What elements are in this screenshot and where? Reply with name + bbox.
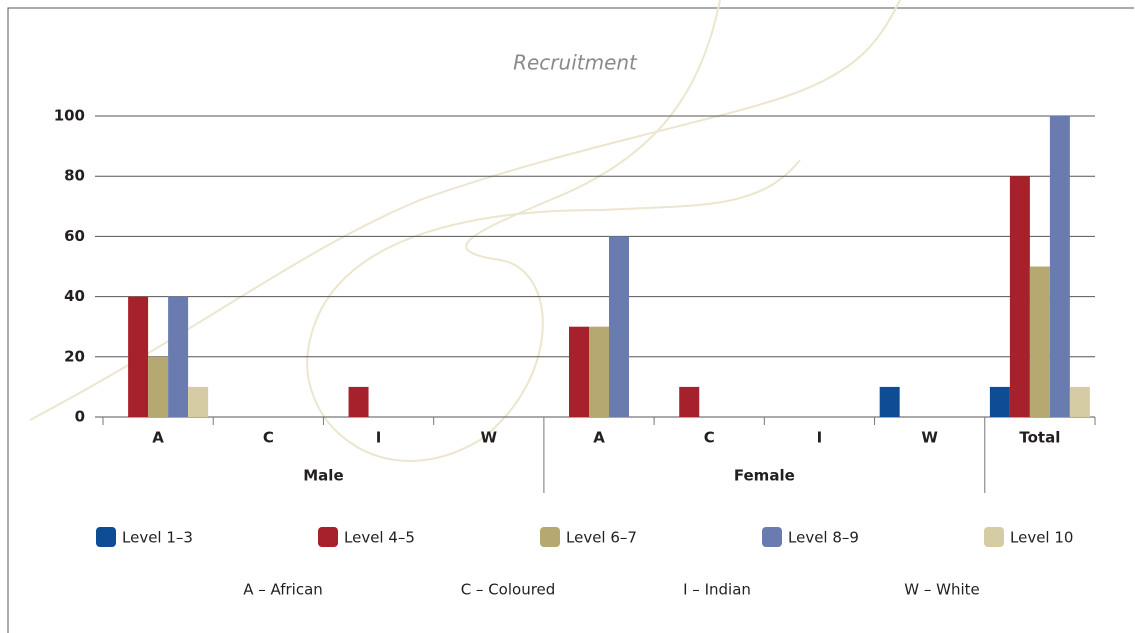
bar	[148, 356, 169, 417]
legend-swatch	[540, 527, 560, 547]
y-tick-label: 0	[75, 408, 85, 426]
decor-curve	[29, 0, 901, 421]
y-tick-label: 20	[64, 347, 85, 365]
x-tick-label: I	[817, 429, 823, 447]
bar	[1029, 266, 1050, 417]
bar	[1049, 116, 1070, 417]
y-tick-label: 100	[54, 107, 85, 125]
frame	[7, 7, 1134, 633]
x-tick-label: Total	[1019, 429, 1060, 447]
note: A – African	[243, 581, 323, 599]
bar	[679, 386, 700, 417]
bar	[1069, 386, 1090, 417]
legend-label: Level 6–7	[566, 529, 637, 547]
bar	[989, 386, 1010, 417]
x-tick-label: C	[263, 429, 274, 447]
legend-swatch	[762, 527, 782, 547]
group-label: Female	[734, 467, 795, 485]
bar	[128, 296, 149, 417]
bar	[609, 236, 629, 417]
note: C – Coloured	[461, 581, 556, 599]
bar	[589, 326, 609, 417]
y-tick-label: 80	[64, 167, 85, 185]
x-tick-label: I	[376, 429, 382, 447]
x-tick-label: W	[481, 429, 498, 447]
decor-curve	[306, 0, 801, 462]
bar	[1009, 176, 1030, 417]
note: I – Indian	[683, 581, 751, 599]
legend-label: Level 1–3	[122, 529, 193, 547]
x-tick-label: C	[704, 429, 715, 447]
y-tick-label: 60	[64, 227, 85, 245]
legend-label: Level 8–9	[788, 529, 859, 547]
legend-swatch	[96, 527, 116, 547]
legend-swatch	[984, 527, 1004, 547]
group-label: Male	[303, 467, 343, 485]
bar	[879, 386, 900, 417]
bar	[188, 386, 209, 417]
y-tick-label: 40	[64, 287, 85, 305]
bar	[569, 326, 589, 417]
chart-title: Recruitment	[513, 51, 638, 75]
x-tick-label: W	[921, 429, 938, 447]
legend-swatch	[318, 527, 338, 547]
legend-label: Level 10	[1010, 529, 1073, 547]
legend-label: Level 4–5	[344, 529, 415, 547]
note: W – White	[904, 581, 979, 599]
x-tick-label: A	[152, 429, 164, 447]
x-tick-label: A	[593, 429, 605, 447]
bar	[348, 386, 369, 417]
bar	[168, 296, 189, 417]
